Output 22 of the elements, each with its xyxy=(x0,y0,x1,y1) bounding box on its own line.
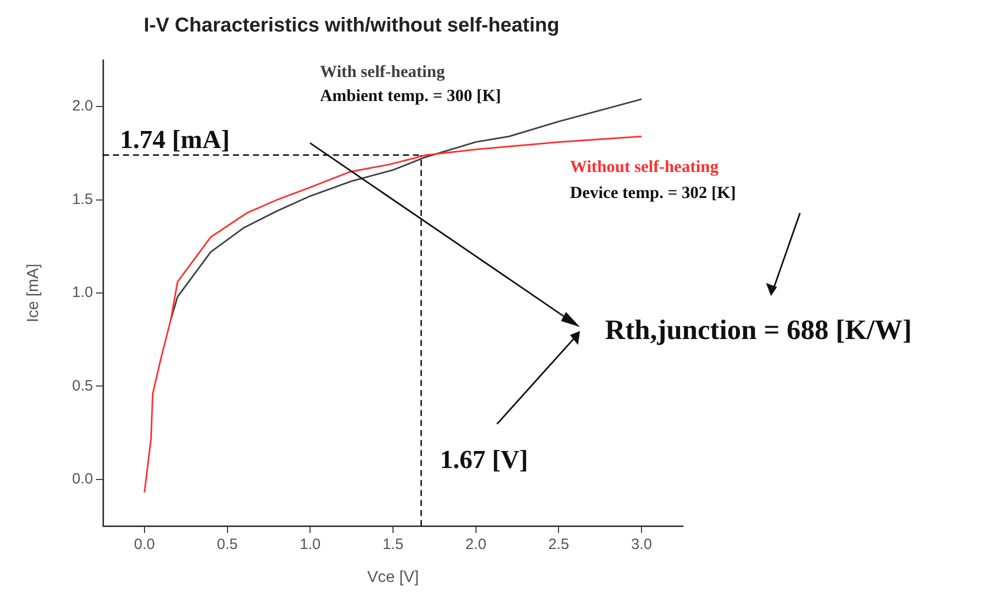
y-tick-label: 1.5 xyxy=(72,190,93,208)
y-tick-label: 0.0 xyxy=(72,470,93,488)
x-tick-label: 0.0 xyxy=(134,536,155,554)
text: With self-heating xyxy=(320,62,446,81)
x-tick-label: 2.0 xyxy=(465,536,486,554)
annotation: Device temp. = 302 [K] xyxy=(570,183,736,202)
series-label: Without self-heating xyxy=(570,157,719,176)
y-tick-label: 2.0 xyxy=(72,98,93,115)
y-tick-label: 0.5 xyxy=(72,377,93,394)
x-tick-label: 0.5 xyxy=(216,536,238,554)
annotation: Rth,junction = 688 [K/W] xyxy=(605,315,912,346)
chart-title: I-V Characteristics with/without self-heating xyxy=(144,14,560,37)
x-axis-title: Vce [V] xyxy=(367,568,419,586)
annotation: Ambient temp. = 300 [K] xyxy=(320,86,502,105)
x-tick-label: 1.0 xyxy=(300,536,321,554)
y-axis-title: Ice [mA] xyxy=(25,264,42,322)
x-tick-label: 1.5 xyxy=(382,536,404,554)
y-tick-label: 1.0 xyxy=(72,284,93,302)
x-tick-label: 3.0 xyxy=(631,536,652,554)
ref-line-label: 1.74 [mA] xyxy=(120,125,230,154)
ref-line-label: 1.67 [V] xyxy=(440,445,528,474)
x-tick-label: 2.5 xyxy=(548,536,570,554)
